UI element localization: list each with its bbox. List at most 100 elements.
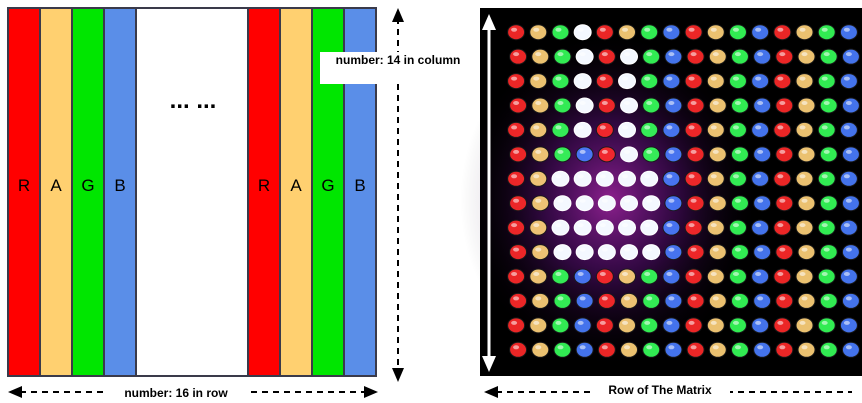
led xyxy=(595,317,614,334)
led xyxy=(775,146,794,163)
led xyxy=(507,121,526,138)
led xyxy=(640,24,659,41)
led xyxy=(618,24,637,41)
led xyxy=(551,73,570,90)
led xyxy=(797,195,816,212)
led-highlight xyxy=(557,296,564,301)
led xyxy=(686,146,705,163)
led xyxy=(817,219,836,236)
led-highlight xyxy=(646,101,653,105)
led xyxy=(708,146,727,163)
led-highlight xyxy=(535,296,542,301)
led xyxy=(795,73,814,90)
column-arrow-head-up xyxy=(392,8,404,22)
led xyxy=(797,48,816,65)
led xyxy=(597,341,616,358)
led xyxy=(753,341,772,358)
led-highlight xyxy=(755,125,762,130)
led-highlight xyxy=(779,149,786,154)
led-highlight xyxy=(801,345,808,350)
led-highlight xyxy=(732,76,739,81)
led xyxy=(575,97,594,114)
led xyxy=(662,219,681,236)
led xyxy=(664,146,683,163)
led xyxy=(841,341,860,358)
led xyxy=(706,24,725,41)
led xyxy=(795,317,814,334)
led-highlight xyxy=(777,223,784,228)
led-highlight xyxy=(579,52,586,57)
led xyxy=(507,219,526,236)
led xyxy=(775,292,794,309)
led-highlight xyxy=(599,272,606,276)
led-highlight xyxy=(666,27,673,32)
strip-letter: R xyxy=(18,176,30,195)
led xyxy=(620,146,639,163)
led-highlight xyxy=(579,296,586,301)
led-highlight xyxy=(712,345,719,350)
led xyxy=(507,268,526,285)
led xyxy=(531,244,550,261)
led-highlight xyxy=(755,27,762,32)
led-highlight xyxy=(688,125,695,130)
photo-label: Row of The Matrix xyxy=(608,383,712,397)
led xyxy=(642,48,661,65)
led-highlight xyxy=(710,272,717,276)
led-highlight xyxy=(579,345,586,350)
led xyxy=(509,341,528,358)
led-highlight xyxy=(579,247,586,252)
led xyxy=(662,317,681,334)
led xyxy=(575,146,594,163)
strip-left-b xyxy=(103,7,137,377)
led xyxy=(839,170,858,187)
led-highlight xyxy=(599,76,606,81)
led-highlight xyxy=(732,125,739,130)
led-highlight xyxy=(513,198,520,203)
led-highlight xyxy=(579,198,586,203)
led xyxy=(728,219,747,236)
led-highlight xyxy=(755,76,762,81)
led xyxy=(706,268,725,285)
led xyxy=(640,268,659,285)
led-highlight xyxy=(845,247,852,252)
led xyxy=(819,195,838,212)
led-highlight xyxy=(644,272,651,276)
led-highlight xyxy=(734,101,741,105)
led xyxy=(529,121,548,138)
strip-letter: G xyxy=(81,176,94,195)
led-highlight xyxy=(533,272,540,276)
led xyxy=(708,341,727,358)
led xyxy=(529,317,548,334)
ellipsis-text: ... ... xyxy=(170,87,217,114)
led xyxy=(797,292,816,309)
led-highlight xyxy=(599,174,606,179)
led xyxy=(509,48,528,65)
led xyxy=(573,219,592,236)
led-highlight xyxy=(533,76,540,81)
led-highlight xyxy=(557,101,564,105)
led xyxy=(575,292,594,309)
led-highlight xyxy=(823,247,830,252)
led xyxy=(775,48,794,65)
led-highlight xyxy=(734,198,741,203)
led xyxy=(664,48,683,65)
led xyxy=(841,195,860,212)
led-highlight xyxy=(599,125,606,130)
led-highlight xyxy=(577,125,584,130)
led xyxy=(531,195,550,212)
led-highlight xyxy=(779,296,786,301)
led xyxy=(708,195,727,212)
led-highlight xyxy=(823,149,830,154)
led-highlight xyxy=(757,247,764,252)
led-highlight xyxy=(779,52,786,57)
led-highlight xyxy=(732,174,739,179)
led-highlight xyxy=(779,345,786,350)
led xyxy=(773,170,792,187)
led xyxy=(553,341,572,358)
led-highlight xyxy=(513,247,520,252)
led-highlight xyxy=(644,320,651,325)
led xyxy=(664,195,683,212)
led xyxy=(553,244,572,261)
led-highlight xyxy=(755,320,762,325)
led xyxy=(753,48,772,65)
